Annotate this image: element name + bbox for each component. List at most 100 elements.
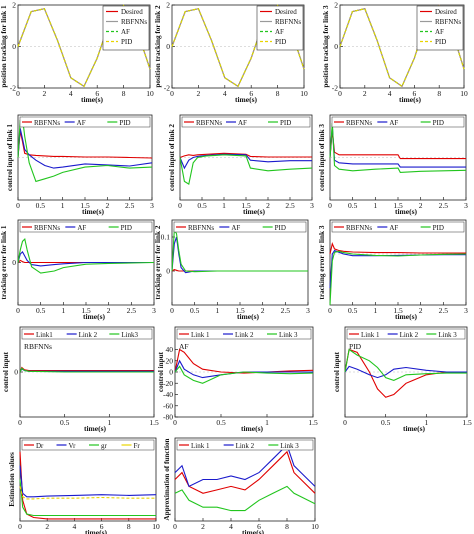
x-axis-label: time(s) bbox=[235, 95, 258, 104]
legend-label: Link 2 bbox=[235, 331, 254, 339]
chart-10: 0 0.5 1 1.5 0 time(s) control input Link1 Link 2… bbox=[2, 326, 159, 433]
y-axis-label: Estimation values bbox=[8, 452, 16, 507]
legend-label: Link 2 bbox=[236, 442, 255, 450]
plot-frame bbox=[171, 219, 309, 306]
x-tick-label: 1.5 bbox=[241, 201, 251, 210]
y-tick-label: 2 bbox=[334, 1, 338, 10]
x-axis-label: time(s) bbox=[395, 207, 418, 216]
x-tick-label: 10 bbox=[460, 89, 468, 98]
series-line-pid bbox=[17, 238, 155, 274]
legend: Desired RBFNNs AF PID bbox=[256, 5, 304, 51]
legend-box bbox=[176, 439, 314, 451]
y-axis-label: control input of link 3 bbox=[318, 124, 326, 191]
panel-annotation: AF bbox=[179, 342, 189, 351]
y-tick-label: 0 bbox=[12, 258, 16, 267]
legend: Desired RBFNNs AF PID bbox=[102, 5, 150, 51]
x-axis-label: time(s) bbox=[395, 312, 418, 321]
legend-label: Link 3 bbox=[280, 442, 299, 450]
series-line-rbfnns bbox=[329, 242, 466, 255]
x-tick-label: 2 bbox=[419, 201, 423, 210]
series-line-af bbox=[179, 153, 312, 170]
legend-box bbox=[256, 5, 304, 51]
x-tick-label: 0 bbox=[173, 418, 177, 427]
legend-box bbox=[416, 5, 464, 51]
x-tick-label: 2.5 bbox=[439, 306, 449, 315]
x-tick-label: 4 bbox=[388, 89, 392, 98]
y-axis-label: position tracking for link 1 bbox=[0, 5, 8, 88]
legend: Link 1 Link 2 Link 3 bbox=[176, 439, 314, 451]
x-tick-label: 0 bbox=[18, 418, 22, 427]
legend-label: Link 3 bbox=[279, 331, 298, 339]
legend-label: AF bbox=[77, 224, 86, 232]
x-tick-label: 2.5 bbox=[285, 201, 295, 210]
legend-label: RBFNNs bbox=[346, 224, 372, 232]
legend: RBFNNs AF PID bbox=[19, 221, 153, 233]
legend-label: Link 1 bbox=[191, 331, 210, 339]
legend-label: AF bbox=[231, 224, 240, 232]
legend-label: PID bbox=[121, 224, 132, 232]
x-axis-label: time(s) bbox=[83, 312, 106, 321]
x-tick-label: 0 bbox=[16, 201, 20, 210]
legend-label: RBFNNs bbox=[121, 18, 147, 26]
legend: RBFNNs AF PID bbox=[19, 116, 151, 128]
x-tick-label: 3 bbox=[152, 306, 156, 315]
series-line-pid bbox=[329, 122, 467, 173]
x-tick-label: 1.5 bbox=[393, 306, 403, 315]
panel-annotation: PID bbox=[349, 342, 362, 351]
legend-label: Link3 bbox=[121, 331, 138, 339]
x-tick-label: 0.5 bbox=[60, 418, 70, 427]
x-tick-label: 2 bbox=[261, 306, 265, 315]
x-tick-label: 0 bbox=[328, 201, 332, 210]
legend-label: AF bbox=[121, 28, 130, 36]
x-tick-label: 1 bbox=[265, 418, 269, 427]
x-tick-label: 10 bbox=[146, 89, 154, 98]
series-line-af bbox=[17, 251, 154, 267]
chart-13: 0 2 4 6 8 10 time(s) Estimation values Dr Vr gr Fr bbox=[8, 437, 160, 534]
legend: Link 1 Link 2 Link 3 bbox=[346, 328, 466, 340]
x-tick-label: 4 bbox=[73, 522, 77, 531]
x-tick-label: 8 bbox=[437, 89, 441, 98]
x-tick-label: 2 bbox=[197, 89, 201, 98]
legend-label: RBFNNs bbox=[188, 224, 214, 232]
x-tick-label: 1 bbox=[222, 201, 226, 210]
x-tick-label: 0.5 bbox=[348, 306, 358, 315]
x-tick-label: 0 bbox=[338, 89, 342, 98]
x-tick-label: 2.5 bbox=[281, 306, 291, 315]
y-axis-label: tracking error for link 2 bbox=[154, 225, 162, 299]
x-tick-label: 2 bbox=[266, 201, 270, 210]
x-tick-label: 1.5 bbox=[393, 201, 403, 210]
legend-label: Desired bbox=[121, 8, 143, 16]
x-tick-label: 3 bbox=[310, 201, 314, 210]
y-tick-label: -80 bbox=[163, 413, 173, 422]
chart-5: 0 0.5 1 1.5 2 2.5 3 time(s) control input of lin… bbox=[168, 114, 314, 216]
chart-7: 0 0.5 1 1.5 2 2.5 3 0 time(s) tracking error for … bbox=[0, 219, 156, 321]
legend-box bbox=[173, 221, 307, 233]
legend-box bbox=[176, 328, 312, 340]
legend-label: RBFNNs bbox=[34, 224, 60, 232]
x-tick-label: 8 bbox=[122, 89, 126, 98]
y-tick-label: 40 bbox=[166, 345, 174, 354]
x-axis-label: time(s) bbox=[241, 424, 264, 433]
x-tick-label: 3 bbox=[464, 306, 468, 315]
x-tick-label: 6 bbox=[100, 522, 104, 531]
x-tick-label: 0.5 bbox=[190, 306, 200, 315]
legend-label: AF bbox=[238, 119, 247, 127]
x-tick-label: 2 bbox=[107, 306, 111, 315]
y-axis-label: control input bbox=[2, 351, 10, 392]
y-axis-label: control input bbox=[333, 351, 341, 392]
x-tick-label: 1 bbox=[215, 306, 219, 315]
x-tick-label: 1.5 bbox=[462, 418, 472, 427]
y-axis-label: control input of link 2 bbox=[168, 124, 176, 191]
legend-label: Link 2 bbox=[79, 331, 98, 339]
x-tick-label: 3 bbox=[306, 306, 310, 315]
series-line-gr bbox=[19, 479, 156, 517]
series-line-dr bbox=[19, 451, 156, 520]
y-tick-label: -20 bbox=[163, 379, 173, 388]
legend-label: AF bbox=[77, 119, 86, 127]
legend: RBFNNs AF PID bbox=[331, 221, 465, 233]
series-line-vr bbox=[19, 465, 157, 498]
x-tick-label: 4 bbox=[229, 522, 233, 531]
x-tick-label: 0.5 bbox=[381, 418, 391, 427]
x-tick-label: 4 bbox=[223, 89, 227, 98]
legend-label: gr bbox=[101, 442, 108, 450]
